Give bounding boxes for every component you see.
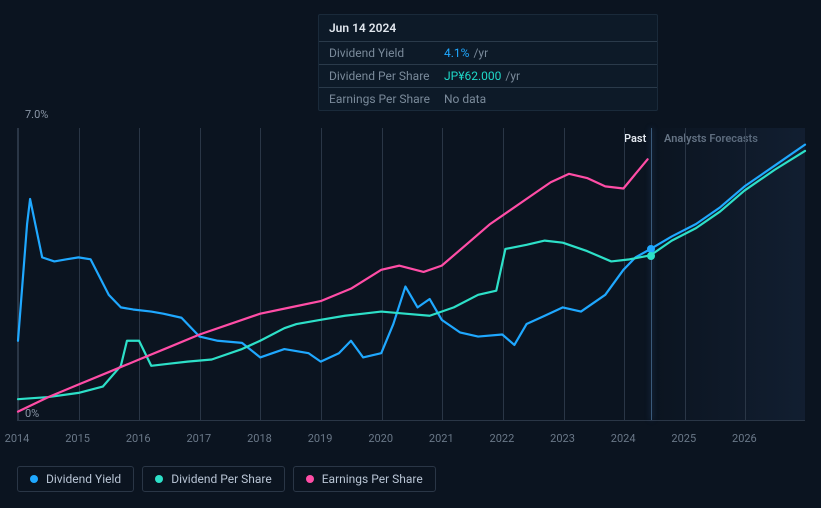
- chart-tooltip: Jun 14 2024 Dividend Yield4.1%/yrDividen…: [318, 14, 658, 111]
- x-tick-label: 2026: [732, 432, 757, 445]
- x-tick-label: 2016: [126, 432, 151, 445]
- tooltip-row: Earnings Per ShareNo data: [319, 88, 657, 110]
- x-tick-label: 2015: [65, 432, 90, 445]
- tooltip-date: Jun 14 2024: [319, 15, 657, 42]
- series-line: [18, 145, 805, 362]
- tooltip-row-unit: /yr: [505, 69, 520, 83]
- series-line: [18, 159, 648, 411]
- x-tick-label: 2022: [490, 432, 515, 445]
- x-tick-label: 2024: [611, 432, 636, 445]
- x-tick-label: 2023: [550, 432, 575, 445]
- legend-item[interactable]: Dividend Per Share: [142, 466, 285, 492]
- y-axis-label-top: 7.0%: [25, 108, 48, 121]
- x-tick-label: 2021: [429, 432, 454, 445]
- plot-area[interactable]: [17, 128, 805, 421]
- x-tick-label: 2014: [5, 432, 30, 445]
- live-marker: [647, 252, 655, 260]
- series-lines: [18, 128, 805, 420]
- legend-dot: [306, 475, 314, 483]
- tooltip-row-value: JP¥62.000: [444, 69, 501, 83]
- tooltip-row-label: Earnings Per Share: [329, 92, 444, 106]
- x-axis: 2014201520162017201820192020202120222023…: [17, 428, 805, 448]
- legend-item[interactable]: Dividend Yield: [17, 466, 134, 492]
- tooltip-row-value: No data: [444, 92, 486, 106]
- tooltip-row-value: 4.1%: [444, 46, 469, 60]
- x-tick-label: 2025: [671, 432, 696, 445]
- legend-dot: [30, 475, 38, 483]
- x-tick-label: 2020: [368, 432, 393, 445]
- legend-dot: [155, 475, 163, 483]
- tooltip-row-label: Dividend Per Share: [329, 69, 444, 83]
- tooltip-row: Dividend Per ShareJP¥62.000/yr: [319, 65, 657, 88]
- tooltip-row: Dividend Yield4.1% /yr: [319, 42, 657, 65]
- x-tick-label: 2018: [247, 432, 272, 445]
- y-axis-label-bottom: 0%: [25, 407, 39, 420]
- legend-label: Earnings Per Share: [322, 472, 423, 486]
- x-tick-label: 2017: [186, 432, 211, 445]
- legend-item[interactable]: Earnings Per Share: [293, 466, 436, 492]
- tooltip-row-label: Dividend Yield: [329, 46, 444, 60]
- legend: Dividend Yield Dividend Per Share Earnings…: [17, 466, 436, 492]
- legend-label: Dividend Yield: [46, 472, 121, 486]
- tooltip-row-unit: /yr: [473, 46, 488, 60]
- x-tick-label: 2019: [308, 432, 333, 445]
- legend-label: Dividend Per Share: [171, 472, 272, 486]
